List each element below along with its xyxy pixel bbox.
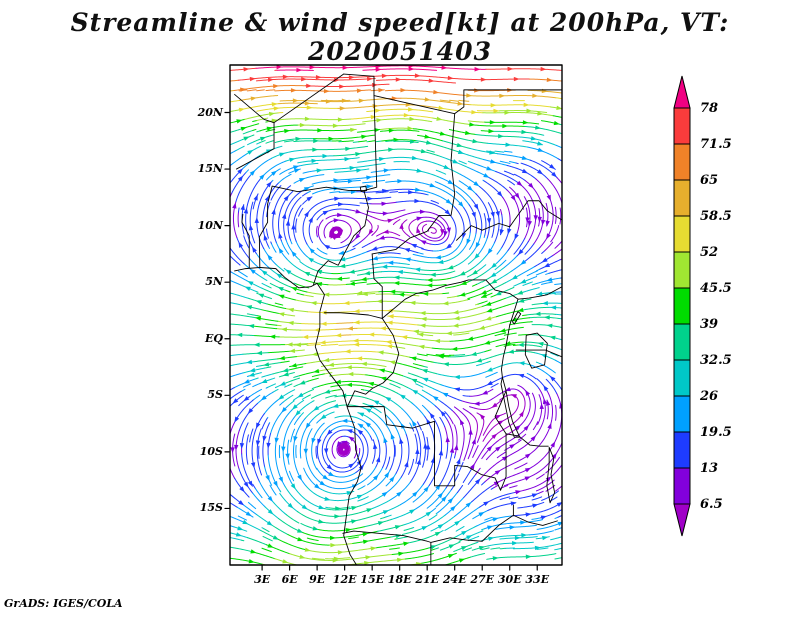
lon-tick-label: 33E bbox=[525, 573, 550, 586]
lon-tick-label: 3E bbox=[254, 573, 271, 586]
colorbar-label: 58.5 bbox=[700, 209, 732, 224]
lat-tick-label: 5S bbox=[207, 388, 223, 402]
lon-tick-label: 15E bbox=[360, 573, 384, 586]
lon-tick-label: 6E bbox=[281, 573, 298, 586]
lat-tick-label: 5N bbox=[205, 275, 223, 289]
lat-tick-label: 15S bbox=[199, 501, 223, 515]
colorbar-segment bbox=[673, 215, 691, 253]
colorbar-label: 71.5 bbox=[700, 137, 732, 152]
map-plot: 20N 15N 10N 5N EQ 5S 10S 15S 3E 6E 9E 12E 15E 18E 21E 2… bbox=[198, 57, 576, 605]
lat-tick-label: EQ bbox=[205, 331, 223, 345]
lat-tick-label: 20N bbox=[197, 105, 223, 119]
colorbar-label: 6.5 bbox=[700, 497, 723, 512]
lon-tick-label: 27E bbox=[470, 573, 495, 586]
colorbar-segment bbox=[673, 431, 691, 469]
colorbar-label: 13 bbox=[700, 461, 718, 476]
grads-credit: GrADS: IGES/COLA bbox=[4, 597, 123, 610]
colorbar: 6.5 13 19.5 26 32.5 39 45.5 52 58.5 65 71.5 78 bbox=[673, 75, 732, 537]
chart-title: Streamline & wind speed[kt] at 200hPa, V… bbox=[70, 8, 730, 66]
lon-tick-label: 9E bbox=[309, 573, 326, 586]
colorbar-label: 39 bbox=[700, 317, 718, 332]
colorbar-bottom-arrow bbox=[673, 503, 691, 537]
colorbar-label: 52 bbox=[700, 245, 718, 260]
lon-tick-label: 24E bbox=[442, 573, 467, 586]
colorbar-label: 19.5 bbox=[700, 425, 732, 440]
lon-tick-label: 18E bbox=[387, 573, 412, 586]
colorbar-segment bbox=[673, 251, 691, 289]
lat-tick-label: 10S bbox=[199, 444, 223, 458]
colorbar-segment bbox=[673, 395, 691, 433]
colorbar-label: 26 bbox=[699, 389, 718, 404]
lat-tick-label: 10N bbox=[197, 218, 223, 232]
lat-tick-label: 15N bbox=[197, 161, 223, 175]
colorbar-label: 65 bbox=[700, 173, 718, 188]
colorbar-segment bbox=[673, 467, 691, 505]
colorbar-top-arrow bbox=[673, 75, 691, 109]
colorbar-label: 78 bbox=[700, 101, 718, 116]
colorbar-segment bbox=[673, 323, 691, 361]
lon-tick-label: 21E bbox=[415, 573, 440, 586]
streamline-map-canvas bbox=[216, 57, 576, 577]
lon-tick-label: 30E bbox=[497, 573, 522, 586]
colorbar-segment bbox=[673, 143, 691, 181]
colorbar-segment bbox=[673, 179, 691, 217]
lon-tick-label: 12E bbox=[332, 573, 357, 586]
colorbar-segment bbox=[673, 107, 691, 145]
colorbar-label: 45.5 bbox=[700, 281, 732, 296]
colorbar-label: 32.5 bbox=[700, 353, 732, 368]
colorbar-segment bbox=[673, 359, 691, 397]
colorbar-segment bbox=[673, 287, 691, 325]
